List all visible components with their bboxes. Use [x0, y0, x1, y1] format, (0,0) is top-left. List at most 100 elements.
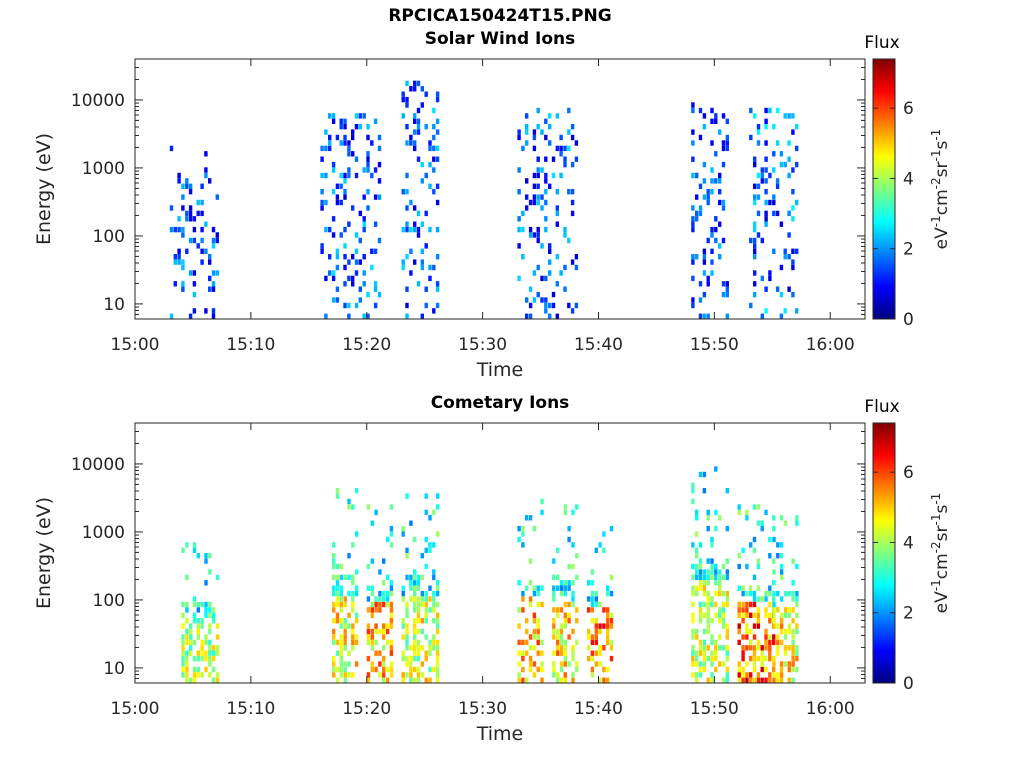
spectrogram-cell [385, 666, 390, 673]
spectrogram-cell [756, 639, 761, 646]
spectrogram-cell [760, 661, 764, 667]
spectrogram-cell [764, 221, 768, 227]
spectrogram-cell [517, 650, 521, 656]
spectrogram-cell [741, 607, 745, 613]
spectrogram-cell [332, 672, 336, 678]
spectrogram-cell [409, 574, 413, 581]
spectrogram-cell [347, 623, 351, 629]
spectrogram-cell [760, 666, 764, 673]
spectrogram-cell [373, 281, 378, 287]
spectrogram-cell [389, 666, 394, 673]
spectrogram-cell [586, 655, 591, 662]
spectrogram-cell [420, 86, 424, 92]
spectrogram-cell [177, 259, 181, 265]
spectrogram-cell [432, 145, 436, 152]
spectrogram-cell [764, 607, 768, 613]
spectrogram-cell [702, 645, 707, 651]
spectrogram-cell [517, 275, 521, 282]
spectrogram-cell [420, 221, 424, 227]
spectrogram-cell [768, 612, 772, 618]
spectrogram-cell [200, 639, 204, 646]
spectrogram-cell [354, 259, 359, 265]
spectrogram-cell [188, 183, 193, 189]
spectrogram-cell [435, 672, 440, 678]
spectrogram-cell [362, 270, 366, 276]
spectrogram-cell [185, 661, 189, 667]
spectrogram-cell [772, 194, 776, 200]
spectrogram-cell [544, 275, 548, 282]
spectrogram-cell [702, 585, 707, 591]
spectrogram-cell [749, 134, 753, 141]
spectrogram-cell [188, 205, 193, 211]
spectrogram-cell [424, 172, 428, 179]
spectrogram-cell [196, 243, 200, 249]
spectrogram-cell [721, 661, 726, 667]
spectrogram-cell [548, 259, 552, 265]
spectrogram-cell [779, 574, 784, 581]
spectrogram-cell [768, 645, 772, 651]
spectrogram-cell [586, 580, 591, 586]
spectrogram-cell [335, 563, 340, 570]
spectrogram-cell [768, 590, 772, 597]
spectrogram-cell [544, 199, 548, 206]
spectrogram-cell [791, 639, 795, 646]
spectrogram-cell [714, 216, 718, 222]
spectrogram-cell [521, 531, 525, 537]
spectrogram-cell [725, 623, 729, 629]
spectrogram-cell [563, 677, 567, 683]
spectrogram-cell [725, 313, 729, 319]
spectrogram-cell [351, 205, 355, 211]
spectrogram-cell [779, 612, 784, 618]
spectrogram-cell [768, 601, 772, 608]
spectrogram-cell [211, 666, 216, 673]
spectrogram-cell [413, 634, 417, 640]
spectrogram-cell [779, 661, 784, 667]
spectrogram-cell [706, 618, 710, 624]
spectrogram-cell [366, 161, 370, 168]
spectrogram-cell [779, 569, 784, 575]
spectrogram-cell [756, 596, 761, 602]
spectrogram-cell [749, 672, 753, 678]
spectrogram-cell [609, 574, 614, 581]
spectrogram-cell [377, 161, 382, 168]
spectrogram-cell [691, 254, 695, 260]
spectrogram-cell [721, 205, 726, 211]
spectrogram-cell [540, 205, 544, 211]
spectrogram-cell [328, 113, 332, 119]
spectrogram-cell [409, 666, 413, 673]
spectrogram-cell [347, 574, 351, 581]
spectrogram-cell [710, 232, 714, 238]
spectrogram-cell [528, 199, 533, 206]
spectrogram-cell [192, 612, 197, 618]
spectrogram-cell [556, 634, 560, 640]
spectrogram-cell [556, 650, 560, 656]
panel-title-cometary: Cometary Ions [430, 393, 570, 413]
spectrogram-cell [432, 189, 436, 195]
spectrogram-cell [413, 590, 417, 597]
spectrogram-cell [756, 558, 761, 564]
spectrogram-cell [192, 542, 197, 548]
spectrogram-cell [343, 623, 347, 629]
spectrogram-cell [389, 607, 394, 613]
spectrogram-cell [548, 243, 552, 249]
spectrogram-cell [745, 672, 749, 678]
y-axis-label: Energy (eV) [33, 497, 55, 609]
spectrogram-cell [343, 254, 347, 260]
spectrogram-cell [737, 677, 741, 683]
spectrogram-cell [339, 232, 343, 238]
spectrogram-cell [710, 558, 714, 564]
spectrogram-cell [189, 645, 193, 651]
spectrogram-cell [366, 639, 371, 646]
spectrogram-cell [211, 655, 216, 662]
spectrogram-cell [536, 601, 540, 608]
spectrogram-cell [196, 199, 200, 206]
spectrogram-cell [331, 297, 336, 303]
spectrogram-cell [378, 628, 382, 635]
spectrogram-cell [536, 156, 540, 162]
spectrogram-cell [691, 585, 695, 591]
spectrogram-cell [181, 655, 185, 662]
spectrogram-cell [366, 134, 370, 141]
spectrogram-cell [609, 655, 614, 662]
spectrogram-cell [215, 623, 220, 629]
spectrogram-cell [420, 161, 424, 168]
